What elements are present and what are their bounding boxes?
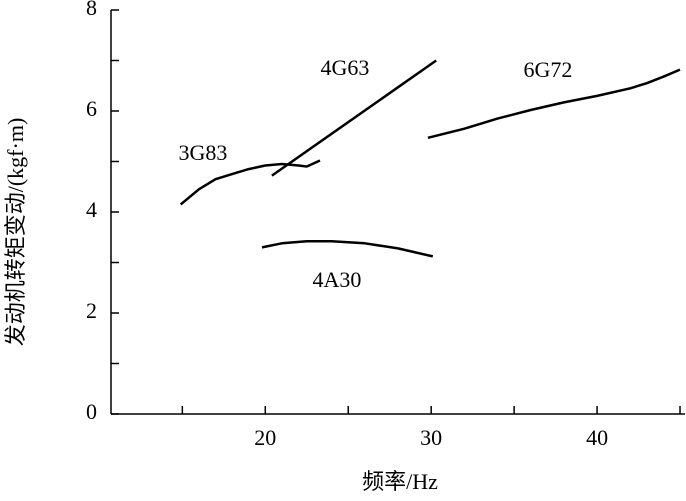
series-label: 4A30 [313, 267, 362, 292]
series-label: 6G72 [524, 57, 573, 82]
y-axis-label: 发动机转矩变动/(kgf·m) [3, 118, 28, 347]
y-tick-label: 2 [86, 298, 97, 323]
series-line [427, 68, 681, 140]
x-tick-label: 20 [254, 425, 276, 450]
series-line [271, 59, 437, 177]
y-tick-label: 4 [86, 197, 97, 222]
series-line [261, 240, 434, 258]
y-tick-label: 6 [86, 96, 97, 121]
series-label: 3G83 [179, 140, 228, 165]
x-tick-label: 30 [420, 425, 442, 450]
series-line [179, 159, 321, 206]
y-tick-label: 0 [86, 399, 97, 424]
x-axis-label: 频率/Hz [362, 469, 438, 494]
x-tick-label: 40 [586, 425, 608, 450]
series-label: 4G63 [321, 55, 370, 80]
y-tick-label: 8 [86, 0, 97, 20]
